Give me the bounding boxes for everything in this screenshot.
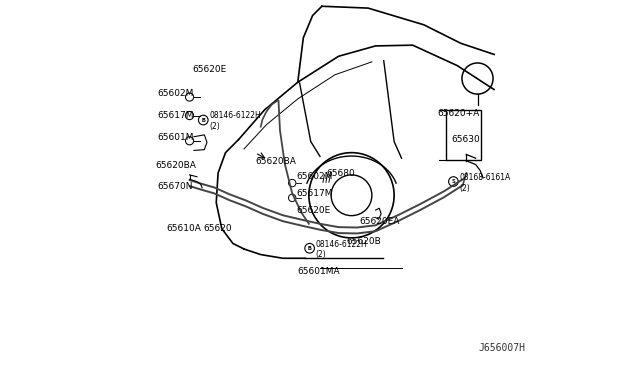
Text: 65601MA: 65601MA [297, 267, 340, 276]
Text: 65680: 65680 [326, 169, 355, 177]
Text: 65620EA: 65620EA [359, 217, 399, 226]
Text: 08146-6122H
(2): 08146-6122H (2) [316, 240, 367, 259]
Text: 65630: 65630 [452, 135, 480, 144]
Text: 65620BA: 65620BA [255, 157, 296, 166]
Text: 65602M: 65602M [157, 89, 193, 98]
Text: 65670N: 65670N [157, 182, 193, 190]
Text: 08168-6161A
(2): 08168-6161A (2) [460, 173, 511, 193]
Text: 65602M: 65602M [296, 172, 332, 181]
Text: 65620BA: 65620BA [155, 161, 196, 170]
Text: S: S [452, 179, 455, 184]
Text: B: B [308, 246, 312, 251]
Text: 65620+A: 65620+A [438, 109, 480, 118]
Text: 65620E: 65620E [296, 206, 330, 215]
Text: 65601M: 65601M [157, 133, 193, 142]
Text: B: B [202, 118, 205, 122]
Text: 65620: 65620 [204, 224, 232, 233]
Text: 65620E: 65620E [192, 65, 227, 74]
Text: 08146-6122H
(2): 08146-6122H (2) [209, 112, 261, 131]
Bar [446, 110, 481, 160]
Text: 65617M: 65617M [157, 111, 193, 120]
Text: 65620B: 65620B [346, 237, 381, 246]
Text: 65617M: 65617M [296, 189, 332, 198]
Text: 65610A: 65610A [166, 224, 201, 233]
Text: J656007H: J656007H [479, 343, 525, 353]
